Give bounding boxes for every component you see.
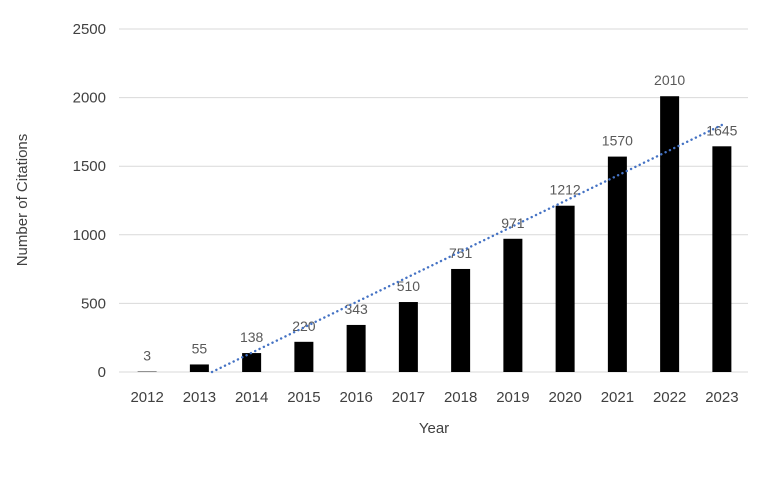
bar [607, 156, 627, 372]
y-tick-label: 2000 [73, 90, 106, 107]
x-axis-tick-labels: 2012 2013 2014 2015 2016 2017 2018 2019 2020 2021… [130, 389, 738, 406]
bar-value-label: 220 [292, 318, 316, 334]
trendline-dotted [210, 123, 724, 374]
bar [660, 96, 680, 372]
x-tick-label: 2014 [235, 389, 268, 406]
bar-value-label: 3 [143, 348, 151, 364]
y-tick-label: 2500 [73, 21, 106, 38]
bar-value-label: 343 [344, 301, 368, 317]
y-tick-label: 1000 [73, 227, 106, 244]
bar [242, 353, 262, 372]
x-tick-label: 2023 [705, 389, 738, 406]
x-tick-label: 2016 [339, 389, 372, 406]
trendline [210, 123, 724, 374]
bar-value-label: 971 [501, 215, 525, 231]
y-tick-label: 500 [81, 295, 106, 312]
gridlines [119, 28, 748, 373]
y-axis-title: Number of Citations [14, 134, 31, 267]
x-tick-label: 2021 [601, 389, 634, 406]
x-tick-label: 2022 [653, 389, 686, 406]
bar [503, 238, 523, 372]
bar [712, 146, 732, 372]
bar-series [137, 96, 732, 372]
y-tick-label: 1500 [73, 158, 106, 175]
x-tick-label: 2017 [392, 389, 425, 406]
bar-value-label: 55 [192, 340, 208, 356]
x-tick-label: 2019 [496, 389, 529, 406]
x-tick-label: 2015 [287, 389, 320, 406]
x-tick-label: 2020 [548, 389, 581, 406]
bar-value-label: 138 [240, 329, 264, 345]
bar [189, 364, 209, 372]
x-tick-label: 2018 [444, 389, 477, 406]
x-tick-label: 2012 [130, 389, 163, 406]
bar-value-label: 1570 [602, 133, 633, 149]
bar-value-label: 2010 [654, 72, 685, 88]
y-axis-tick-labels: 0 500 1000 1500 2000 2500 [73, 21, 106, 381]
bar [346, 324, 366, 372]
bar [398, 302, 418, 372]
x-axis-title: Year [419, 420, 449, 437]
bar-value-label: 751 [449, 245, 473, 261]
bar [451, 268, 471, 372]
bar-value-label: 1212 [550, 182, 581, 198]
bar-value-label: 1645 [706, 122, 737, 138]
bar [294, 341, 314, 372]
x-tick-label: 2013 [183, 389, 216, 406]
y-tick-label: 0 [98, 364, 106, 381]
data-labels: 3 55 138 220 343 510 751 971 1212 1570 2010 1645 [143, 72, 737, 363]
bar [555, 205, 575, 372]
bar-value-label: 510 [397, 278, 421, 294]
